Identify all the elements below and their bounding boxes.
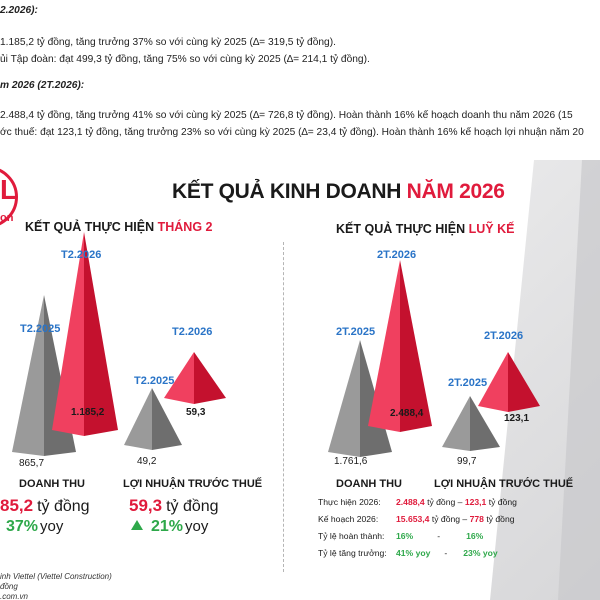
big-value-profit-month: 59,3 tỷ đồng	[129, 496, 219, 516]
footer-line-1: inh Viettel (Viettel Construction)	[0, 572, 112, 581]
pyramid-right-revenue-2026	[368, 260, 432, 432]
text-line-heading-1: 2.2026):	[0, 5, 38, 16]
stats-key: Tỷ lệ hoàn thành:	[318, 531, 385, 541]
footer-line-2: đồng	[0, 582, 18, 591]
text-line-profit-cumulative: ớc thuế: đạt 123,1 tỷ đồng, tăng trưởng …	[0, 127, 584, 138]
yoy-profit-word: yoy	[185, 518, 209, 535]
yoy-profit-month: 21% yoy	[131, 518, 208, 536]
text-line-revenue-month: 1.185,2 tỷ đồng, tăng trưởng 37% so với …	[0, 37, 336, 48]
big-value-profit-unit: tỷ đồng	[166, 498, 219, 515]
big-value-revenue-month: 85,2 tỷ đồng	[0, 496, 90, 516]
logo-letter: L	[0, 174, 18, 205]
stats-key: Thực hiện 2026:	[318, 497, 381, 507]
infographic-footer: inh Viettel (Viettel Construction) đồng …	[0, 572, 112, 600]
pyramid-left-profit-2025	[124, 388, 182, 450]
subtitle-cumulative-text: KẾT QUẢ THỰC HIỆN	[336, 222, 466, 236]
yoy-revenue-month: 37% yoy	[6, 518, 63, 536]
value-right-rev-2025: 1.761,6	[334, 456, 368, 467]
pyramid-right-profit-2025	[442, 396, 500, 451]
label-right-rev-2026: 2T.2026	[377, 249, 416, 261]
yoy-revenue-word: yoy	[40, 518, 64, 535]
pyramid-left-profit-2026	[164, 352, 226, 404]
infographic-image: L on KẾT QUẢ KINH DOANH NĂM 2026 KẾT QUẢ…	[0, 160, 600, 600]
title-main: KẾT QUẢ KINH DOANH	[172, 180, 402, 203]
subtitle-month: KẾT QUẢ THỰC HIỆN THÁNG 2	[25, 220, 212, 234]
pyramid-left-revenue-2026	[52, 232, 118, 436]
yoy-profit-num: 21%	[151, 518, 184, 535]
yoy-revenue-num: 37%	[6, 518, 39, 535]
subtitle-month-red: THÁNG 2	[157, 220, 213, 234]
big-value-revenue-num: 85,2	[0, 496, 34, 515]
infographic-title: KẾT QUẢ KINH DOANH NĂM 2026	[172, 180, 505, 204]
title-year: NĂM 2026	[406, 180, 505, 203]
logo-subtext: on	[0, 212, 14, 224]
subtitle-cumulative: KẾT QUẢ THỰC HIỆN LUỸ KẾ	[336, 222, 514, 236]
label-left-rev-2026: T2.2026	[61, 249, 101, 261]
cat-left-revenue: DOANH THU	[19, 478, 85, 490]
label-left-rev-2025: T2.2025	[20, 323, 60, 335]
text-line-heading-2: m 2026 (2T.2026):	[0, 80, 85, 91]
value-right-pro-2026: 123,1	[504, 413, 529, 424]
value-left-pro-2025: 49,2	[137, 456, 157, 467]
text-line-group-month: ủi Tập đoàn: đạt 499,3 tỷ đồng, tăng 75%…	[0, 54, 370, 65]
article-text: 2.2026): 1.185,2 tỷ đồng, tăng trưởng 37…	[0, 0, 600, 160]
stats-value: 16% -16%	[396, 531, 484, 541]
value-right-pro-2025: 99,7	[457, 456, 477, 467]
value-right-rev-2026: 2.488,4	[390, 408, 424, 419]
value-left-pro-2026: 59,3	[186, 407, 206, 418]
section-divider	[283, 242, 284, 572]
stats-key: Tỷ lệ tăng trưởng:	[318, 548, 387, 558]
pyramid-right-profit-2026	[478, 352, 540, 412]
stats-key: Kế hoạch 2026:	[318, 514, 379, 524]
text-line-revenue-cumulative: 2.488,4 tỷ đồng, tăng trưởng 41% so với …	[0, 110, 573, 121]
stats-value: 15.653,4 tỷ đồng – 778 tỷ đồng	[396, 514, 515, 524]
big-value-revenue-unit: tỷ đồng	[37, 498, 90, 515]
label-right-rev-2025: 2T.2025	[336, 326, 375, 338]
value-left-rev-2025: 865,7	[19, 458, 44, 469]
stats-value: 41% yoy -23% yoy	[396, 548, 498, 558]
stats-value: 2.488,4 tỷ đồng – 123,1 tỷ đồng	[396, 497, 517, 507]
up-arrow-icon	[131, 520, 143, 530]
label-right-pro-2025: 2T.2025	[448, 377, 487, 389]
value-left-rev-2026: 1.185,2	[71, 407, 105, 418]
label-left-pro-2025: T2.2025	[134, 375, 174, 387]
label-right-pro-2026: 2T.2026	[484, 330, 523, 342]
label-left-pro-2026: T2.2026	[172, 326, 212, 338]
cat-left-profit: LỢI NHUẬN TRƯỚC THUẾ	[123, 478, 263, 490]
big-value-profit-num: 59,3	[129, 496, 163, 515]
pyramid-charts: T2.2025 T2.2026 865,7 1.185,2 T2.2025 T2…	[12, 232, 540, 469]
subtitle-month-text: KẾT QUẢ THỰC HIỆN	[25, 220, 155, 234]
footer-line-3: .com.vn	[0, 592, 29, 600]
cat-right-revenue: DOANH THU	[336, 478, 402, 490]
cat-right-profit: LỢI NHUẬN TRƯỚC THUẾ	[434, 478, 574, 490]
subtitle-cumulative-red: LUỸ KẾ	[468, 222, 515, 236]
